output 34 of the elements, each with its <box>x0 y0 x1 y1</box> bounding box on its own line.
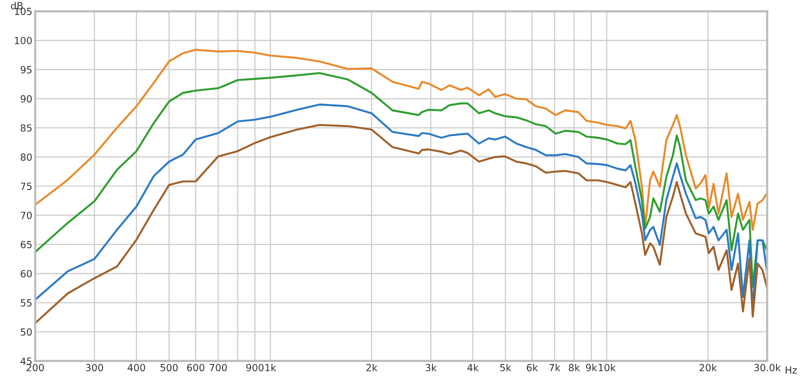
y-tick-label: 55 <box>20 299 32 307</box>
x-tick-label: 400 <box>128 364 146 372</box>
x-tick-label: 300 <box>86 364 104 372</box>
y-tick-label: 75 <box>20 182 32 190</box>
x-tick-label: 4k <box>467 364 479 372</box>
x-tick-label: 20k <box>700 364 717 372</box>
y-tick-label: 70 <box>20 212 32 220</box>
y-tick-label: 50 <box>20 328 32 336</box>
y-axis-title: dB <box>11 2 23 10</box>
x-tick-label: 6k <box>526 364 538 372</box>
x-tick-label: 500 <box>160 364 178 372</box>
y-tick-label: 65 <box>20 240 32 248</box>
x-tick-label: 200 <box>26 364 44 372</box>
x-tick-label: 2k <box>366 364 378 372</box>
x-tick-label: 10k <box>598 364 616 372</box>
x-tick-label: 30.0k <box>754 364 781 372</box>
x-tick-label: 600 <box>187 364 204 372</box>
y-tick-label: 105 <box>14 8 32 16</box>
y-tick-label: 45 <box>20 358 32 365</box>
y-tick-label: 60 <box>20 270 32 278</box>
x-tick-label: 5k <box>500 364 512 372</box>
x-axis-title: Hz <box>786 366 797 374</box>
x-tick-label: 700 <box>210 364 227 372</box>
y-tick-label: 85 <box>20 124 32 132</box>
x-tick-label: 1k <box>265 364 276 372</box>
y-tick-label: 95 <box>20 66 32 74</box>
x-tick-label: 8k <box>568 364 580 372</box>
y-tick-label: 90 <box>20 95 32 103</box>
y-tick-label: 100 <box>14 36 32 44</box>
x-tick-label: 900 <box>246 364 264 372</box>
x-tick-label: 7k <box>549 364 560 372</box>
y-tick-label: 80 <box>20 153 32 161</box>
x-tick-label: 3k <box>426 364 437 372</box>
x-tick-label: 9k <box>586 364 598 372</box>
